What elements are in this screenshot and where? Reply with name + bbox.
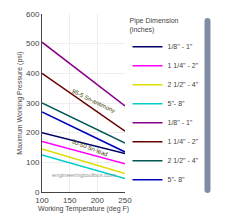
svg-text:5"- 8": 5"- 8"	[167, 100, 185, 107]
svg-text:200: 200	[91, 196, 105, 205]
svg-text:Maximum Working Pressure (psi): Maximum Working Pressure (psi)	[16, 51, 24, 154]
svg-text:400: 400	[26, 69, 40, 78]
svg-text:100: 100	[35, 196, 49, 205]
svg-text:500: 500	[26, 39, 40, 48]
svg-text:50-50 Sn-lead: 50-50 Sn-lead	[71, 138, 108, 157]
svg-text:2 1/2" - 4": 2 1/2" - 4"	[167, 157, 198, 164]
svg-text:95-5 Sn-antimony: 95-5 Sn-antimony	[71, 88, 116, 114]
svg-text:1/8" - 1": 1/8" - 1"	[167, 43, 192, 50]
svg-text:300: 300	[26, 99, 40, 108]
svg-text:100: 100	[26, 158, 40, 167]
svg-text:engineeringtoolbox.com: engineeringtoolbox.com	[52, 172, 116, 178]
svg-text:250: 250	[118, 196, 132, 205]
svg-text:1 1/4" - 2": 1 1/4" - 2"	[167, 138, 198, 145]
svg-text:Working Temperature (deg F): Working Temperature (deg F)	[38, 205, 129, 213]
svg-text:200: 200	[26, 128, 40, 137]
svg-text:150: 150	[63, 196, 77, 205]
svg-text:1/8" - 1": 1/8" - 1"	[167, 119, 192, 126]
svg-text:Pipe Dimension(inches): Pipe Dimension(inches)	[129, 17, 178, 34]
svg-text:600: 600	[26, 10, 40, 19]
svg-text:0: 0	[35, 188, 40, 197]
svg-text:5"- 8": 5"- 8"	[167, 176, 185, 183]
svg-text:2 1/2" - 4": 2 1/2" - 4"	[167, 81, 198, 88]
svg-text:1 1/4" - 2": 1 1/4" - 2"	[167, 62, 198, 69]
